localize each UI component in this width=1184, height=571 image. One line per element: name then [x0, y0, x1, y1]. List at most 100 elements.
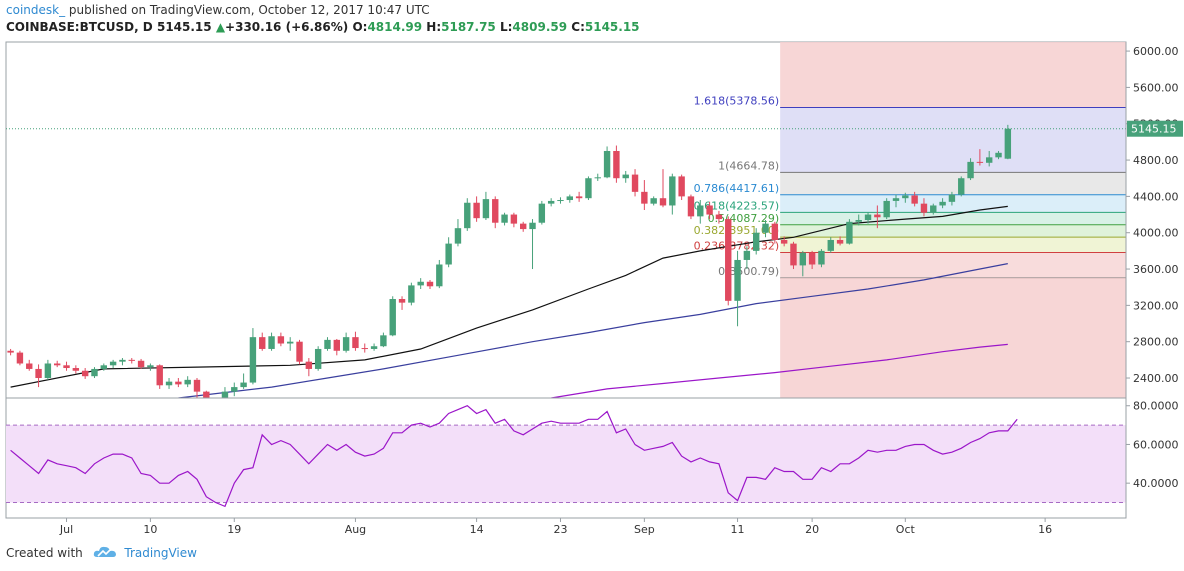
- candle-body: [35, 368, 42, 379]
- candle-body: [7, 350, 14, 353]
- candle-body: [911, 195, 918, 204]
- candle-body: [44, 363, 52, 379]
- publish-info: coindesk_ published on TradingView.com, …: [6, 3, 430, 17]
- time-tick-label: Oct: [896, 523, 916, 536]
- candle-body: [650, 198, 657, 204]
- candle-body: [538, 203, 546, 223]
- publisher-name[interactable]: coindesk_: [6, 3, 66, 17]
- candle-body: [669, 176, 676, 206]
- axes: 6000.005600.005200.004800.004400.004000.…: [6, 42, 1183, 536]
- time-tick-label: 19: [227, 523, 241, 536]
- candle-body: [725, 219, 732, 301]
- candle-body: [454, 228, 462, 244]
- candle-body: [659, 198, 667, 206]
- fib-zone-fill: [780, 194, 1126, 213]
- candle-body: [575, 196, 583, 199]
- time-tick-label: 11: [731, 523, 745, 536]
- candle-body: [585, 178, 592, 199]
- candle-body: [389, 299, 396, 336]
- candle-body: [697, 205, 704, 217]
- candle-body: [482, 199, 490, 219]
- candle-body: [417, 281, 424, 286]
- candle-body: [529, 222, 536, 230]
- candle-body: [193, 379, 201, 392]
- candle-body: [277, 336, 285, 344]
- created-with-text: Created with: [6, 546, 83, 560]
- price-tick-label: 5600.00: [1133, 81, 1179, 94]
- candle-body: [958, 178, 965, 195]
- candle-body: [715, 214, 723, 220]
- candle-body: [613, 150, 620, 179]
- rsi-tick-label: 60.0000: [1133, 438, 1179, 451]
- fib-level-label: 1(4664.78): [718, 159, 779, 172]
- candle-body: [165, 381, 173, 386]
- fibonacci-retracement[interactable]: 1.618(5378.56) 1(4664.78) 0.786(4417.61) 0.…: [6, 42, 1126, 398]
- high-value: 5187.75: [441, 20, 496, 34]
- tradingview-brand[interactable]: TradingView: [124, 546, 197, 560]
- candle-body: [836, 239, 844, 244]
- candle-body: [762, 223, 769, 233]
- open-label: O:: [352, 20, 368, 34]
- symbol-name: COINBASE:BTCUSD, D: [6, 20, 153, 34]
- fib-level-label: 0(3500.79): [718, 265, 779, 278]
- candle-body: [790, 243, 797, 266]
- candle-body: [902, 195, 909, 199]
- candle-body: [566, 196, 573, 201]
- time-tick-label: 23: [553, 523, 567, 536]
- published-text: published on TradingView.com, October 12…: [68, 3, 430, 17]
- fib-lower-zone: [780, 278, 1126, 398]
- candle-body: [380, 335, 387, 347]
- candle-body: [203, 391, 210, 398]
- fib-zone-fill: [780, 224, 1126, 238]
- symbol-info: COINBASE:BTCUSD, D 5145.15 ▲+330.16 (+6.…: [6, 20, 640, 34]
- price-tick-label: 2400.00: [1133, 372, 1179, 385]
- moving-average-line: [551, 343, 1008, 399]
- price-change: +330.16 (+6.86%): [225, 20, 349, 34]
- price-tick-label: 6000.00: [1133, 45, 1179, 58]
- candle-body: [547, 200, 555, 204]
- candle-body: [231, 387, 238, 392]
- time-tick-label: 20: [805, 523, 819, 536]
- rsi-band-fill: [6, 425, 1126, 503]
- candle-body: [976, 161, 984, 163]
- candle-body: [855, 220, 862, 222]
- candle-body: [706, 205, 713, 215]
- rsi-tick-label: 40.0000: [1133, 477, 1179, 490]
- candle-body: [827, 239, 834, 251]
- candle-body: [370, 346, 378, 349]
- low-value: 4809.59: [512, 20, 568, 34]
- candle-body: [352, 337, 359, 349]
- candlestick-series: [7, 124, 1012, 398]
- candle-body: [408, 285, 415, 303]
- last-price-tag-label: 5145.15: [1131, 123, 1177, 136]
- moving-average-line: [178, 263, 1008, 399]
- fib-level-label: 0.236(3782.32): [694, 239, 780, 252]
- candle-body: [641, 191, 648, 204]
- candle-body: [808, 252, 816, 265]
- candle-body: [109, 361, 117, 366]
- candle-body: [473, 202, 480, 219]
- low-label: L:: [499, 20, 513, 34]
- rsi-pane[interactable]: [5, 397, 1127, 519]
- time-tick-label: 14: [470, 523, 484, 536]
- open-value: 4814.99: [367, 20, 423, 34]
- candle-body: [920, 203, 928, 213]
- close-label: C:: [571, 20, 585, 34]
- candle-body: [296, 341, 303, 362]
- candle-body: [501, 214, 508, 223]
- candle-body: [184, 379, 191, 385]
- candle-body: [622, 174, 629, 179]
- change-up-icon: ▲: [215, 20, 226, 34]
- last-price: 5145.15: [156, 20, 212, 34]
- fib-extension-zone: [780, 42, 1126, 108]
- moving-average-line: [10, 205, 1008, 388]
- time-tick-label: Sep: [634, 523, 655, 536]
- time-tick-label: 16: [1038, 523, 1052, 536]
- fib-zone-fill: [780, 107, 1126, 173]
- candle-body: [268, 336, 275, 349]
- candle-body: [249, 337, 257, 383]
- candle-body: [287, 341, 294, 344]
- price-tick-label: 3600.00: [1133, 263, 1179, 276]
- candle-body: [743, 250, 751, 260]
